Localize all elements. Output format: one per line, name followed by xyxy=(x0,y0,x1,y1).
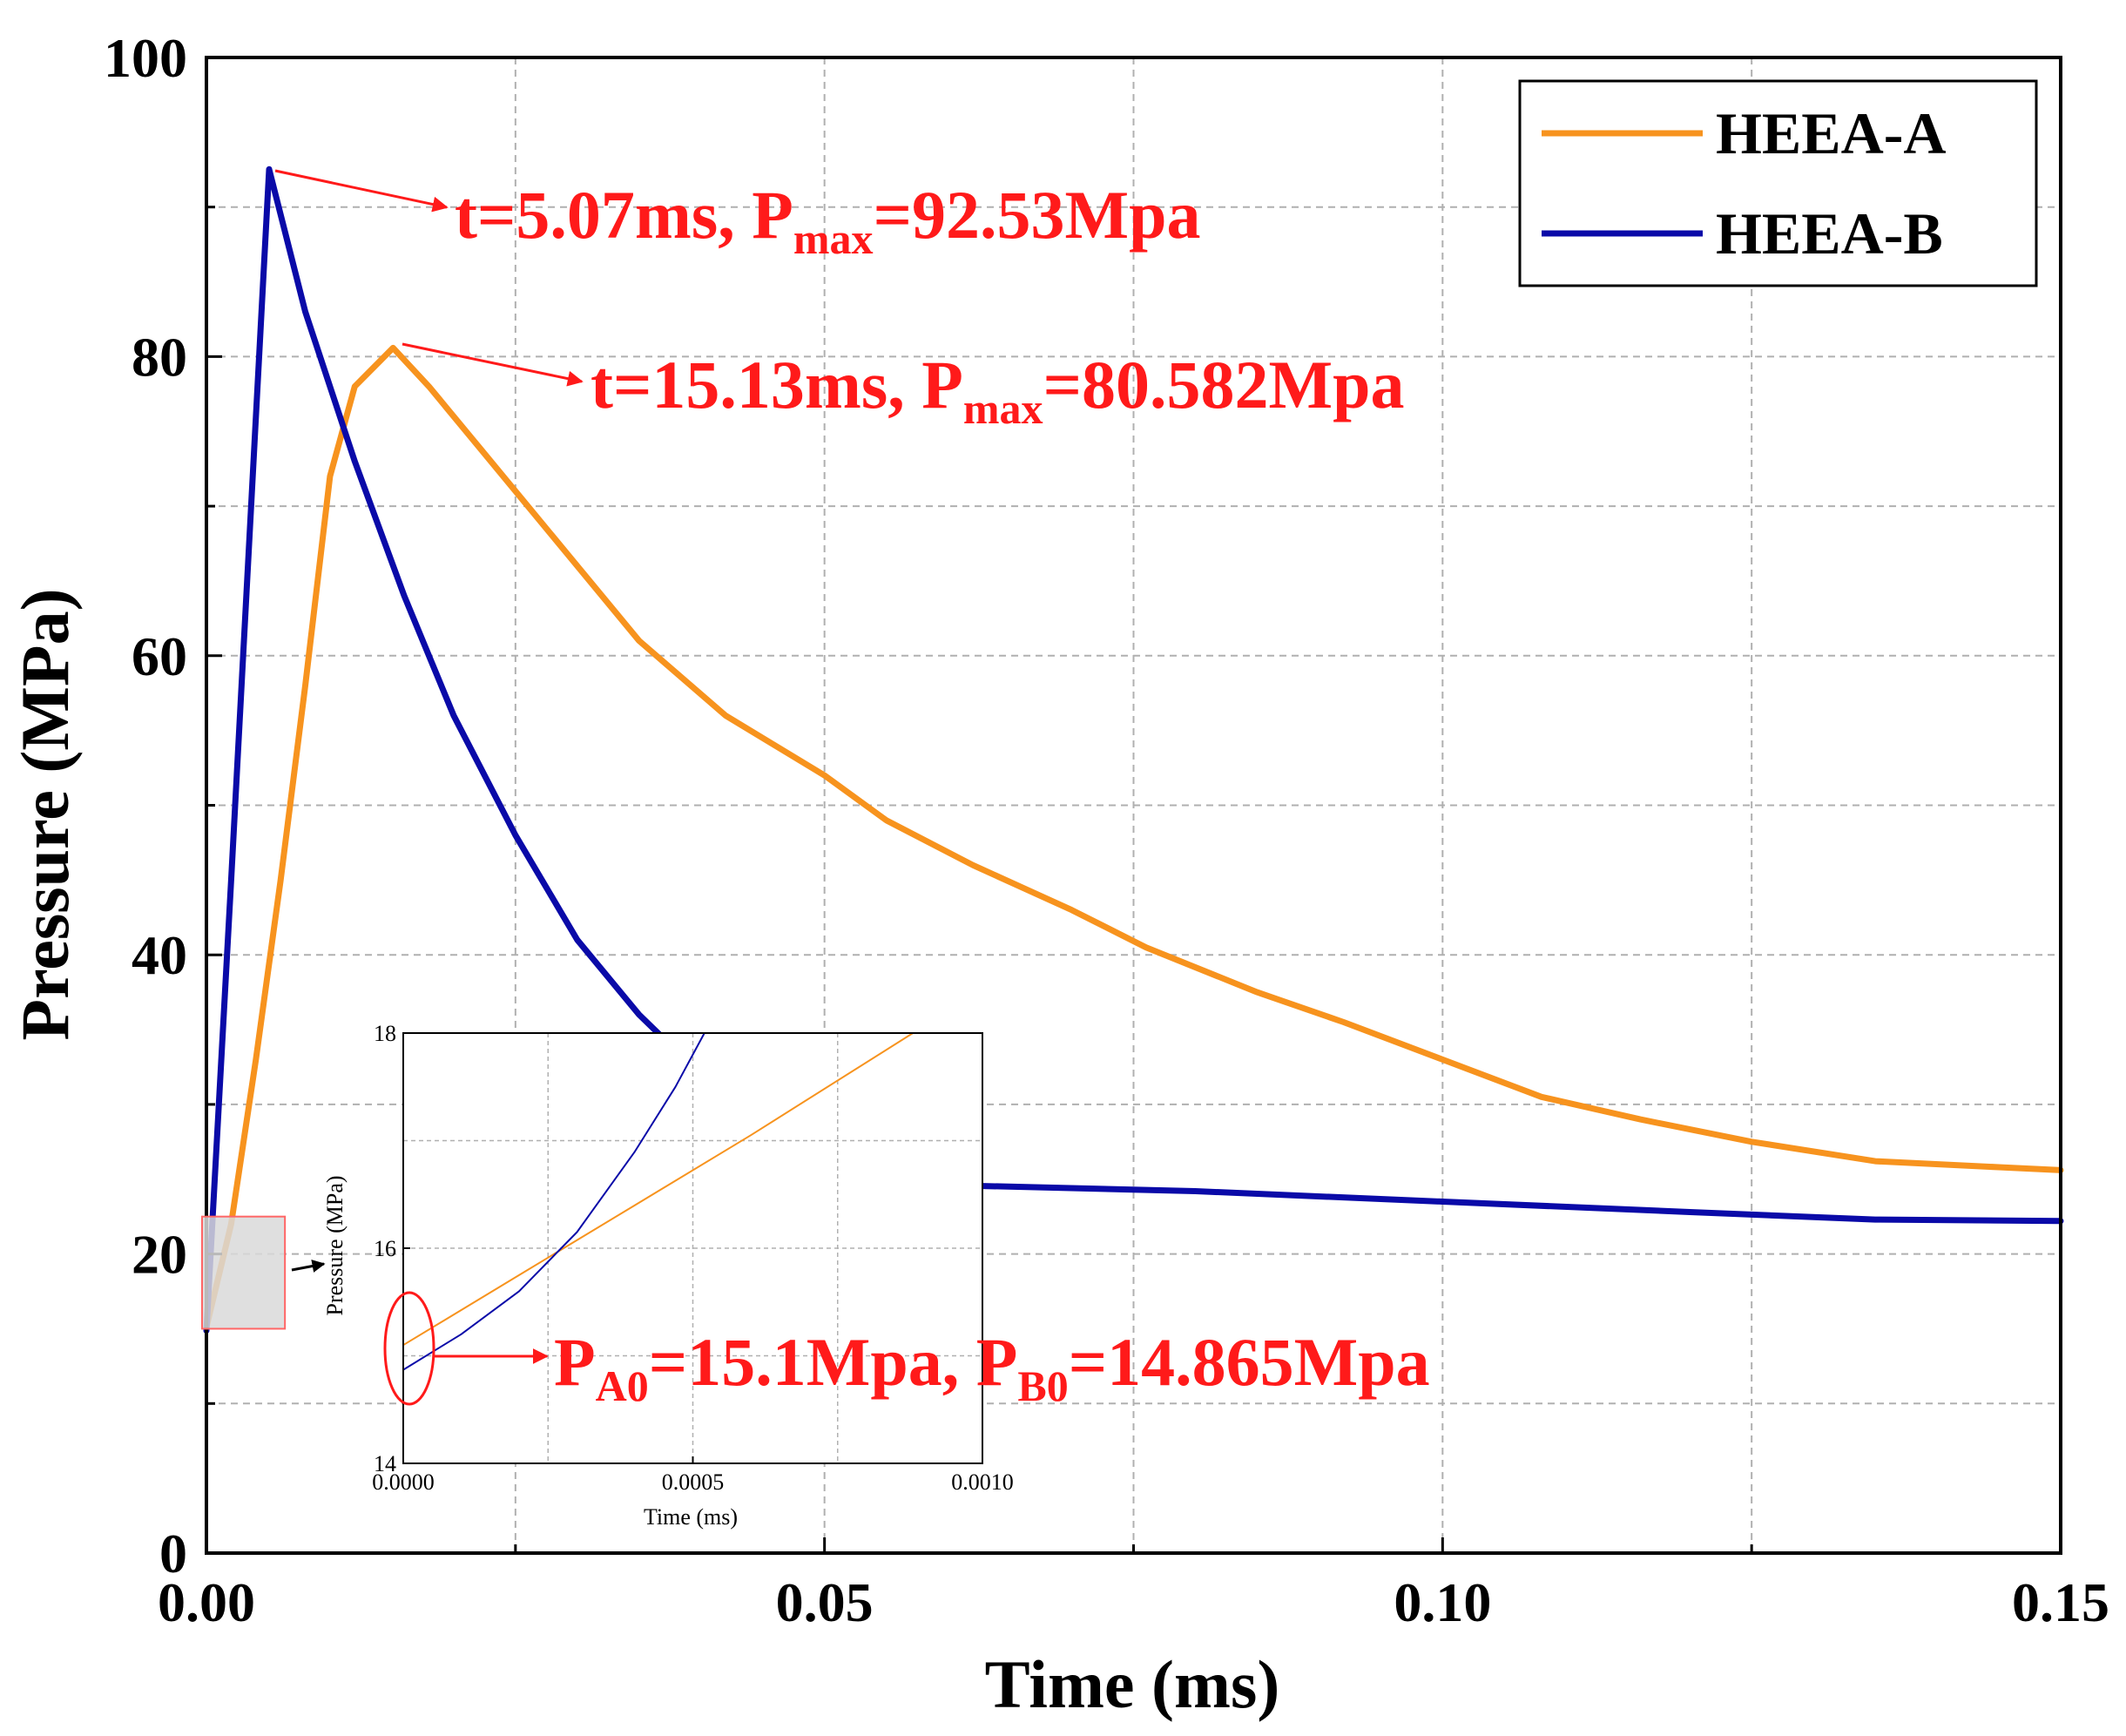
inset-series-group xyxy=(402,1032,914,1371)
peak-a-annotation: t=15.13ms, Pmax=80.582Mpa xyxy=(591,347,1405,433)
main-axis-ticks: 0.00 0.05 0.10 0.15 0 20 40 60 80 100 xyxy=(104,27,2109,1633)
x-axis-label: Time (ms) xyxy=(985,1646,1280,1722)
initial-a0-subscript: A0 xyxy=(596,1361,649,1410)
inset-series-line-heea-a xyxy=(402,1032,914,1347)
inset-x-tick-label: 0.0000 xyxy=(372,1469,435,1495)
legend-box xyxy=(1518,79,2038,287)
inset-zoom-plot: 0.0000 0.0005 0.0010 14 16 18 Time (ms) Press… xyxy=(322,1021,1014,1530)
inset-series-line-heea-b xyxy=(402,1032,705,1371)
y-tick-label: 80 xyxy=(132,326,187,388)
x-tick-label: 0.00 xyxy=(158,1571,255,1633)
series-line-heea-a xyxy=(203,344,2064,1331)
peak-b-text-before: t=5.07ms, P xyxy=(455,177,793,253)
y-tick-label: 0 xyxy=(159,1523,187,1584)
initial-p-a: P xyxy=(554,1324,596,1400)
peak-b-text-after: =92.53Mpa xyxy=(874,177,1201,253)
peak-a-text-after: =80.582Mpa xyxy=(1043,347,1405,422)
inset-x-tick-label: 0.0005 xyxy=(662,1469,725,1495)
x-tick-label: 0.10 xyxy=(1394,1571,1491,1633)
inset-x-tick-label: 0.0010 xyxy=(951,1469,1014,1495)
legend: HEEA-A HEEA-B xyxy=(1518,79,2038,287)
inset-x-axis-label: Time (ms) xyxy=(644,1504,738,1530)
legend-label-heea-b: HEEA-B xyxy=(1716,200,1943,267)
inset-axis-ticks: 0.0000 0.0005 0.0010 14 16 18 xyxy=(372,1021,1014,1495)
zoom-pointer-arrow xyxy=(291,1260,326,1273)
legend-label-heea-a: HEEA-A xyxy=(1716,100,1946,166)
peak-b-arrow xyxy=(274,169,449,213)
inset-y-tick-label: 16 xyxy=(374,1236,396,1261)
initial-value-ellipse xyxy=(383,1291,435,1406)
peak-a-subscript: max xyxy=(963,384,1043,433)
inset-y-axis-label: Pressure (MPa) xyxy=(322,1175,348,1315)
x-tick-label: 0.05 xyxy=(776,1571,874,1633)
initial-b0-subscript: B0 xyxy=(1017,1361,1068,1410)
y-tick-label: 100 xyxy=(104,27,187,89)
y-tick-label: 60 xyxy=(132,625,187,687)
peak-b-annotation: t=5.07ms, Pmax=92.53Mpa xyxy=(455,177,1201,263)
initial-value-annotation: PA0=15.1Mpa, PB0=14.865Mpa xyxy=(554,1324,1430,1410)
y-axis-label: Pressure (MPa) xyxy=(7,588,83,1040)
peak-a-text-before: t=15.13ms, P xyxy=(591,347,963,422)
inset-y-tick-label: 14 xyxy=(374,1451,396,1476)
inset-y-tick-label: 18 xyxy=(374,1021,396,1046)
y-tick-label: 40 xyxy=(132,924,187,986)
peak-b-subscript: max xyxy=(793,214,874,263)
initial-b-value: =14.865Mpa xyxy=(1069,1324,1430,1400)
zoom-highlight-region xyxy=(201,1215,287,1330)
x-tick-label: 0.15 xyxy=(2012,1571,2109,1633)
peak-a-arrow xyxy=(402,342,584,387)
y-tick-label: 20 xyxy=(132,1224,187,1286)
initial-a-value: =15.1Mpa, P xyxy=(649,1324,1018,1400)
